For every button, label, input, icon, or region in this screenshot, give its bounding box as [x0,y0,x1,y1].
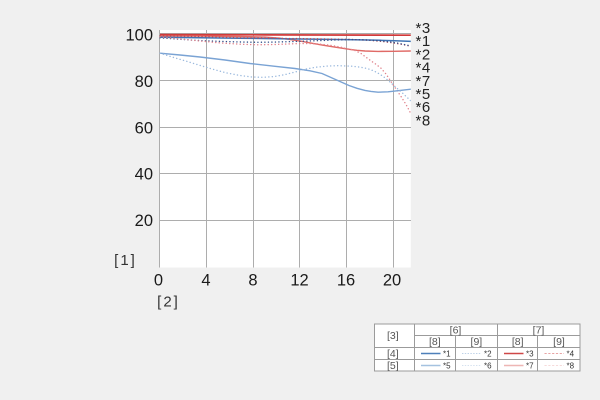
svg-text:4: 4 [201,272,210,290]
svg-text:*6: *6 [484,361,492,370]
svg-text:*8: *8 [567,361,575,370]
svg-text:*3: *3 [416,20,431,37]
svg-text:*1: *1 [416,33,431,50]
svg-text:[5]: [5] [387,360,399,372]
svg-text:16: 16 [337,272,355,290]
svg-text:*4: *4 [416,60,431,77]
svg-text:8: 8 [248,272,257,290]
svg-text:[6]: [6] [450,324,462,336]
svg-text:[9]: [9] [471,336,483,348]
svg-text:[4]: [4] [387,348,399,360]
svg-text:[9]: [9] [553,336,565,348]
svg-text:*4: *4 [567,349,575,358]
svg-text:80: 80 [135,73,153,91]
svg-text:*5: *5 [416,86,431,103]
svg-text:*5: *5 [443,361,451,370]
svg-text:20: 20 [383,272,401,290]
svg-text:[3]: [3] [387,330,399,342]
svg-text:*2: *2 [416,46,431,63]
svg-text:20: 20 [135,212,153,230]
svg-text:*8: *8 [416,112,431,129]
svg-text:[7]: [7] [533,324,545,336]
svg-text:12: 12 [290,272,308,290]
svg-text:40: 40 [135,166,153,184]
svg-text:*1: *1 [443,349,451,358]
svg-text:60: 60 [135,119,153,137]
svg-text:0: 0 [154,272,163,290]
svg-text:[1]: [1] [114,252,137,269]
svg-text:[2]: [2] [157,294,180,311]
svg-text:[8]: [8] [512,336,524,348]
svg-text:*6: *6 [416,99,431,116]
svg-text:*7: *7 [416,73,431,90]
svg-text:*7: *7 [526,361,534,370]
svg-text:*3: *3 [526,349,534,358]
svg-text:100: 100 [125,27,153,45]
svg-text:[8]: [8] [429,336,441,348]
svg-text:*2: *2 [484,349,492,358]
